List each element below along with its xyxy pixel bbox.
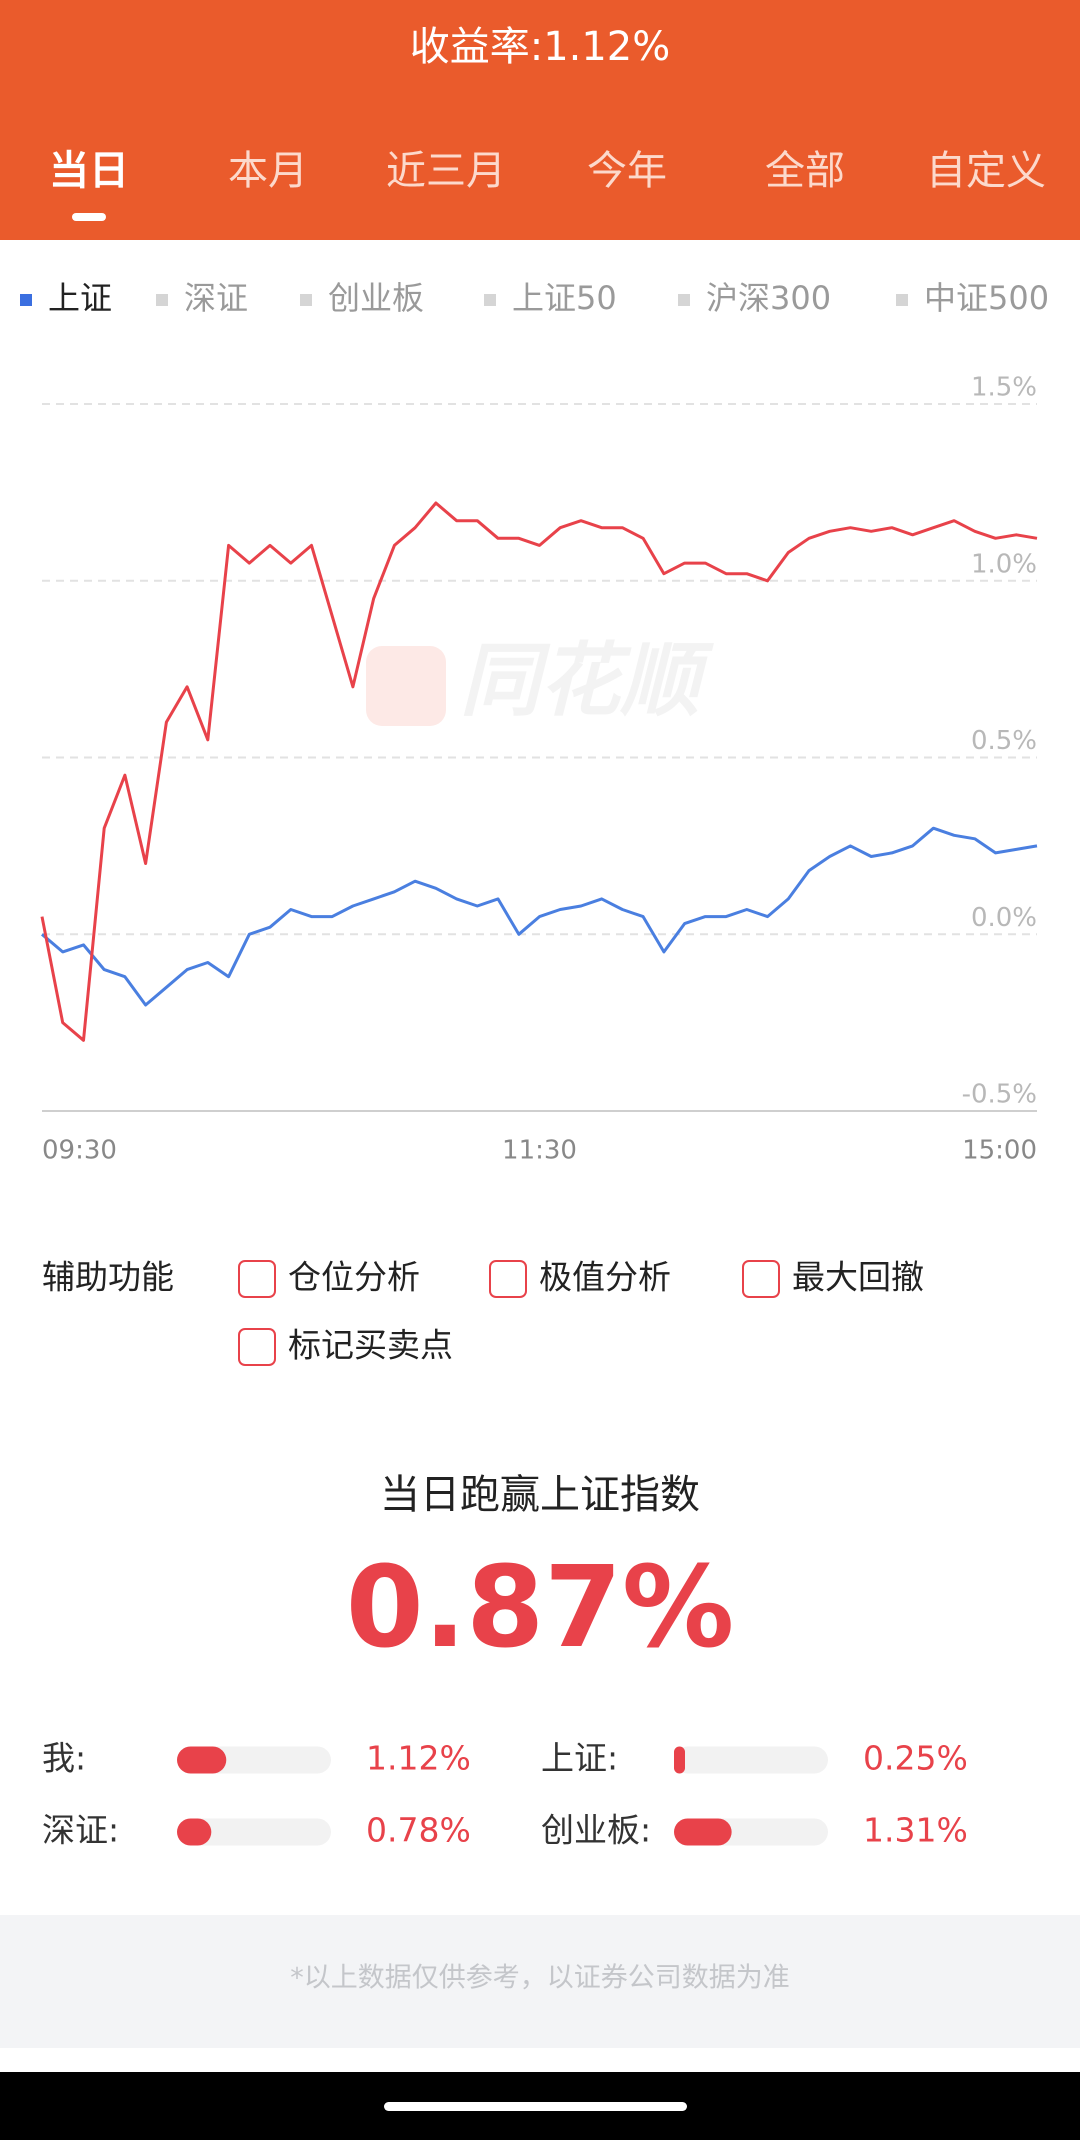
index-option[interactable]: 上证50 xyxy=(512,279,617,317)
home-indicator[interactable] xyxy=(384,2102,687,2111)
tab[interactable]: 全部 xyxy=(765,148,845,194)
x-tick-label: 11:30 xyxy=(502,1136,577,1166)
header-title: 收益率:1.12% xyxy=(410,24,671,70)
series-line xyxy=(40,501,1038,1042)
index-marker xyxy=(156,294,168,306)
footer-note: *以上数据仅供参考，以证券公司数据为准 xyxy=(290,1963,790,1994)
checkbox[interactable] xyxy=(238,1260,276,1298)
index-option[interactable]: 上证 xyxy=(48,279,112,317)
y-tick-label: 0.0% xyxy=(971,903,1037,933)
checkbox[interactable] xyxy=(238,1328,276,1366)
series-line xyxy=(41,826,1038,1007)
index-marker xyxy=(678,294,690,306)
checkbox[interactable] xyxy=(489,1260,527,1298)
compare-name: 我: xyxy=(42,1739,86,1778)
bar xyxy=(177,1746,227,1774)
y-tick-label: -0.5% xyxy=(962,1080,1037,1110)
aux-option[interactable]: 仓位分析 xyxy=(288,1258,420,1297)
index-marker xyxy=(20,294,32,306)
aux-option[interactable]: 极值分析 xyxy=(539,1258,671,1297)
aux-option[interactable]: 标记买卖点 xyxy=(288,1326,453,1365)
compare-value: 0.78% xyxy=(366,1811,471,1850)
bar xyxy=(177,1818,212,1846)
tab[interactable]: 今年 xyxy=(587,148,667,194)
tab[interactable]: 自定义 xyxy=(926,148,1046,194)
index-option[interactable]: 中证500 xyxy=(924,279,1049,317)
watermark: 同花顺 xyxy=(460,634,714,727)
index-option[interactable]: 深证 xyxy=(184,279,248,317)
x-tick-label: 09:30 xyxy=(42,1136,117,1166)
y-tick-label: 0.5% xyxy=(971,726,1037,756)
compare-value: 1.31% xyxy=(863,1811,968,1850)
compare-name: 上证: xyxy=(541,1739,618,1778)
compare-value: 1.12% xyxy=(366,1739,471,1778)
y-tick-label: 1.5% xyxy=(971,373,1037,403)
footer-bg xyxy=(0,1915,1080,2048)
compare-name: 深证: xyxy=(42,1811,119,1850)
y-tick-label: 1.0% xyxy=(971,549,1037,579)
index-marker xyxy=(484,294,496,306)
index-option[interactable]: 沪深300 xyxy=(706,279,831,317)
compare-title: 当日跑赢上证指数 xyxy=(380,1472,700,1518)
bar xyxy=(674,1818,732,1846)
aux-label: 辅助功能 xyxy=(42,1258,174,1297)
index-marker xyxy=(300,294,312,306)
bar-track xyxy=(674,1746,828,1774)
watermark-logo xyxy=(366,646,446,726)
tab[interactable]: 当日 xyxy=(49,148,129,194)
index-marker xyxy=(896,294,908,306)
aux-option[interactable]: 最大回撤 xyxy=(792,1258,924,1297)
header-bg xyxy=(0,0,1080,240)
x-tick-label: 15:00 xyxy=(962,1136,1037,1166)
compare-value: 0.25% xyxy=(863,1739,968,1778)
tab[interactable]: 本月 xyxy=(228,148,308,194)
compare-name: 创业板: xyxy=(541,1811,651,1850)
tab-indicator xyxy=(72,213,106,221)
bar xyxy=(674,1746,685,1774)
tab[interactable]: 近三月 xyxy=(386,148,506,194)
bar-track xyxy=(177,1818,331,1846)
compare-value: 0.87% xyxy=(346,1543,735,1673)
checkbox[interactable] xyxy=(742,1260,780,1298)
index-option[interactable]: 创业板 xyxy=(328,279,424,317)
